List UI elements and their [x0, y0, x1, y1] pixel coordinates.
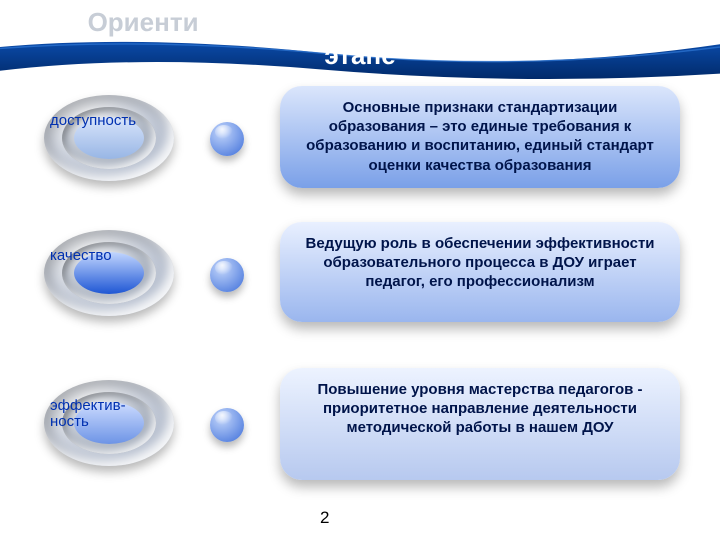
- description-card-2: Повышение уровня мастерства педагогов - …: [280, 368, 680, 480]
- title-dim-part: Ориенти: [88, 7, 199, 37]
- description-card-0: Основные признаки стандартизации образов…: [280, 86, 680, 188]
- title-part-1: ры образования на современном: [199, 7, 633, 37]
- oval-label: доступность: [50, 113, 120, 129]
- concept-oval-2: эффектив-ность: [44, 380, 174, 466]
- connector-dot-0: [210, 122, 244, 156]
- description-card-1: Ведущую роль в обеспечении эффективности…: [280, 222, 680, 322]
- oval-label: качество: [50, 248, 120, 264]
- concept-oval-1: качество: [44, 230, 174, 316]
- connector-dot-1: [210, 258, 244, 292]
- title-part-2: этапе: [324, 40, 395, 70]
- slide-stage: Ориентиры образования на современном эта…: [0, 0, 720, 540]
- page-number: 2: [320, 508, 329, 528]
- concept-oval-0: доступность: [44, 95, 174, 181]
- connector-dot-2: [210, 408, 244, 442]
- slide-title: Ориентиры образования на современном эта…: [0, 6, 720, 71]
- oval-label: эффектив-ность: [50, 398, 120, 430]
